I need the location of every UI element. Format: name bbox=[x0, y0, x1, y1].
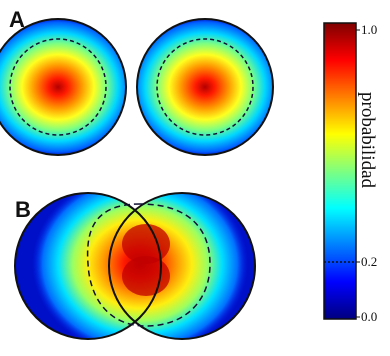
colorbar-tick-0-2: 0.2 bbox=[361, 254, 377, 269]
panel-a-label: A bbox=[9, 7, 25, 32]
panel-a-diagram bbox=[0, 18, 274, 156]
circle-b-right-outline bbox=[108, 192, 256, 340]
panel-b-label: B bbox=[15, 197, 31, 222]
colorbar-tick-0-0: 0.0 bbox=[361, 309, 377, 324]
dashed-contour-a-right bbox=[156, 38, 254, 136]
colorbar: 1.0 0.2 0.0 probabilidad bbox=[323, 22, 378, 324]
circle-a-left-outline bbox=[0, 18, 127, 156]
circle-a-right-outline bbox=[136, 18, 274, 156]
dashed-contour-a-left bbox=[9, 38, 107, 136]
colorbar-gradient bbox=[323, 22, 357, 320]
circle-b-left-outline bbox=[14, 192, 162, 340]
panel-b-diagram bbox=[14, 192, 256, 340]
colorbar-title: probabilidad bbox=[357, 92, 378, 189]
colorbar-tick-1-0: 1.0 bbox=[361, 22, 377, 37]
